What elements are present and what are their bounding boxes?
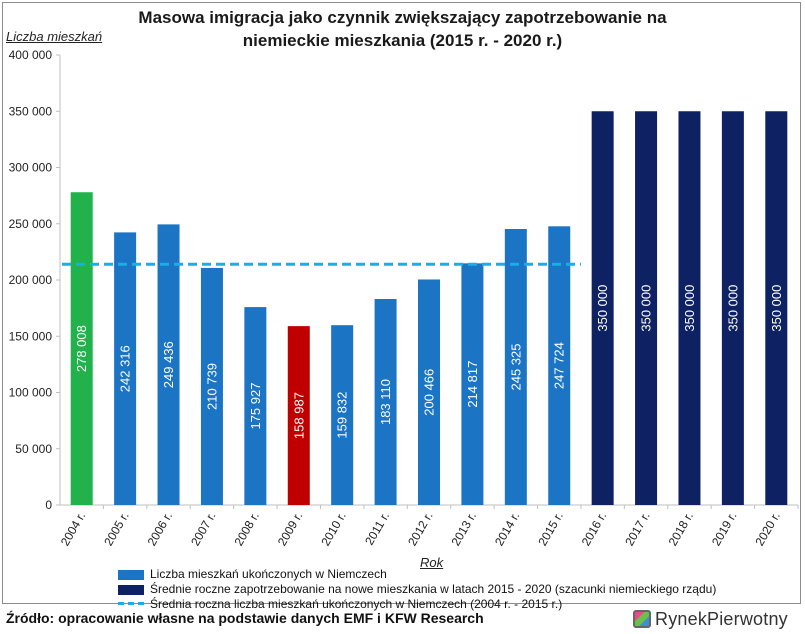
legend-label-average: Średnia roczna liczba mieszkań ukończony… xyxy=(150,597,563,611)
x-tick-label: 2006 r. xyxy=(145,510,175,549)
x-tick-label: 2013 r. xyxy=(449,509,479,548)
legend-item-average: Średnia roczna liczba mieszkań ukończony… xyxy=(118,597,716,612)
legend: Liczba mieszkań ukończonych w Niemczech … xyxy=(118,567,716,612)
legend-label-completed: Liczba mieszkań ukończonych w Niemczech xyxy=(150,567,387,581)
x-tick-label: 2009 r. xyxy=(275,510,305,549)
bar xyxy=(504,229,527,505)
bar-value-label: 350 000 xyxy=(595,285,610,332)
x-tick-label: 2005 r. xyxy=(101,510,131,549)
brand-logo: RynekPierwotny xyxy=(633,607,788,631)
x-tick-label: 2020 r. xyxy=(752,510,782,549)
bar xyxy=(461,263,484,505)
bar xyxy=(765,111,788,505)
bar xyxy=(114,232,137,505)
bar-value-label: 350 000 xyxy=(725,285,740,332)
bar xyxy=(635,111,658,505)
x-tick-label: 2008 r. xyxy=(231,510,261,549)
bar-value-label: 350 000 xyxy=(639,285,654,332)
y-tick-label: 300 000 xyxy=(9,161,53,175)
bar-value-label: 245 325 xyxy=(508,344,523,391)
bar-value-label: 214 817 xyxy=(465,361,480,408)
chart-title: Masowa imigracja jako czynnik zwiększają… xyxy=(138,8,667,50)
bar-value-label: 158 987 xyxy=(291,392,306,439)
bar xyxy=(548,226,571,506)
y-tick-label: 150 000 xyxy=(9,329,53,343)
brand-name: RynekPierwotny xyxy=(655,609,788,630)
x-tick-label: 2018 r. xyxy=(666,510,696,549)
bar xyxy=(418,279,440,505)
y-tick-label: 0 xyxy=(45,498,52,512)
x-tick-label: 2011 r. xyxy=(362,510,392,548)
bar xyxy=(70,192,93,505)
bar xyxy=(157,224,180,505)
bar xyxy=(287,326,310,505)
bar-value-label: 183 110 xyxy=(378,379,393,425)
x-tick-label: 2014 r. xyxy=(492,510,522,549)
brand-name-part2: Pierwotny xyxy=(707,608,788,629)
bar-value-label: 278 008 xyxy=(74,325,89,372)
legend-item-demand: Średnie roczne zapotrzebowanie na nowe m… xyxy=(118,582,716,597)
x-tick-label: 2010 r. xyxy=(318,510,348,549)
bar xyxy=(200,267,223,505)
y-tick-label: 350 000 xyxy=(9,104,53,118)
bar-value-label: 159 832 xyxy=(335,392,350,439)
y-tick-label: 200 000 xyxy=(9,273,53,287)
legend-swatch-average xyxy=(118,602,144,606)
legend-label-demand: Średnie roczne zapotrzebowanie na nowe m… xyxy=(150,582,717,596)
bar-value-label: 350 000 xyxy=(682,285,697,332)
y-tick-label: 50 000 xyxy=(15,442,52,456)
x-tick-label: 2015 r. xyxy=(535,510,565,549)
brand-name-part1: Rynek xyxy=(655,608,708,629)
bar xyxy=(721,111,744,505)
y-axis-label: Liczba mieszkań xyxy=(6,29,103,44)
bar-value-label: 200 466 xyxy=(422,369,437,416)
bar xyxy=(374,299,397,505)
bar-value-label: 247 724 xyxy=(552,342,567,389)
x-tick-label: 2017 r. xyxy=(622,510,652,549)
brand-cube-icon xyxy=(633,610,651,628)
bar xyxy=(331,325,354,505)
bar-value-label: 350 000 xyxy=(769,285,784,332)
x-tick-label: 2019 r. xyxy=(709,510,739,549)
legend-item-completed: Liczba mieszkań ukończonych w Niemczech xyxy=(118,567,716,582)
bar xyxy=(591,111,614,505)
y-tick-label: 100 000 xyxy=(9,386,53,400)
legend-swatch-completed xyxy=(118,569,144,580)
legend-swatch-demand xyxy=(118,584,144,595)
source-note: Źródło: opracowanie własne na podstawie … xyxy=(6,610,484,626)
x-axis-label: Rok xyxy=(420,555,444,570)
bar xyxy=(244,307,267,505)
x-tick-label: 2012 r. xyxy=(405,510,435,549)
x-tick-label: 2004 r. xyxy=(58,510,88,549)
bar-value-label: 249 436 xyxy=(161,341,176,388)
bar xyxy=(678,111,701,505)
y-tick-label: 400 000 xyxy=(9,48,53,62)
x-tick-label: 2016 r. xyxy=(579,510,609,549)
bar-value-label: 210 739 xyxy=(204,363,219,410)
bar-value-label: 242 316 xyxy=(118,345,133,392)
x-tick-label: 2007 r. xyxy=(188,510,218,549)
y-tick-label: 250 000 xyxy=(9,217,53,231)
bar-value-label: 175 927 xyxy=(248,383,263,430)
